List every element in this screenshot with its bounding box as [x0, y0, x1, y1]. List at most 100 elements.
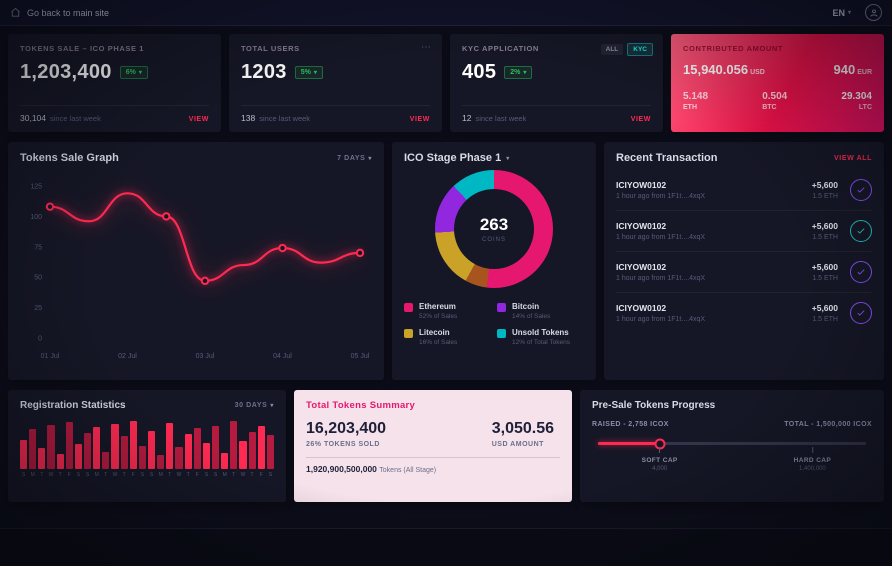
- trend-badge[interactable]: 5% ▾: [294, 66, 323, 79]
- check-icon[interactable]: [850, 220, 872, 242]
- day-label: F: [195, 472, 199, 478]
- raised-label: RAISED - 2,758 ICOX: [592, 421, 669, 428]
- view-link[interactable]: VIEW: [630, 116, 651, 123]
- transaction-meta: 1 hour ago from 1F1t....4xqX: [616, 193, 706, 200]
- tick-mark: [811, 447, 813, 453]
- ltc-amount: 29.304 LTC: [841, 91, 872, 111]
- check-icon[interactable]: [850, 261, 872, 283]
- stats-row: TOKENS SALE – ICO PHASE 1 1,203,400 6% ▾ …: [8, 34, 884, 132]
- registration-bar: [74, 444, 82, 469]
- day-label: M: [94, 472, 99, 478]
- day-label: M: [30, 472, 35, 478]
- trend-badge[interactable]: 6% ▾: [119, 66, 148, 79]
- language-selector[interactable]: EN ▾: [832, 8, 851, 18]
- card-title: TOTAL USERS: [241, 44, 300, 53]
- registration-bar: [193, 428, 201, 469]
- registration-bar: [230, 421, 238, 469]
- footer: [0, 528, 892, 566]
- stat-value: 405: [462, 61, 497, 83]
- total-tokens: 1,920,900,500,000 Tokens (All Stage): [306, 457, 560, 474]
- caret-down-icon: ▾: [506, 155, 510, 162]
- range-selector[interactable]: 7 DAYS ▾: [337, 154, 372, 162]
- day-label: T: [232, 472, 236, 478]
- trend-value: 6%: [125, 69, 136, 76]
- check-icon[interactable]: [850, 302, 872, 324]
- back-to-main-site-link[interactable]: Go back to main site: [10, 7, 109, 18]
- back-label: Go back to main site: [27, 7, 110, 18]
- panel-title: Registration Statistics: [20, 400, 126, 411]
- svg-text:25: 25: [34, 305, 42, 312]
- registration-bar: [147, 431, 156, 469]
- legend-item-unsold-tokens[interactable]: Unsold Tokens 12% of Total Tokens: [497, 328, 584, 346]
- transaction-eth: 1.5 ETH: [812, 234, 838, 241]
- day-label: S: [21, 472, 26, 478]
- trend-value: 5%: [300, 69, 311, 76]
- transaction-amount: +5,600: [811, 180, 838, 190]
- presale-progress-panel: Pre-Sale Tokens Progress RAISED - 2,758 …: [580, 390, 884, 502]
- sub-label: since last week: [50, 114, 101, 123]
- registration-bar: [175, 447, 183, 469]
- view-link[interactable]: VIEW: [409, 116, 430, 123]
- kyc-filters: ALL KYC: [600, 43, 653, 56]
- transaction-row: ICIYOW0102 1 hour ago from 1F1t....4xqX +…: [616, 252, 872, 293]
- sub-label: since last week: [259, 114, 311, 123]
- ico-stage-selector[interactable]: ICO Stage Phase 1 ▾: [404, 152, 510, 164]
- transaction-eth: 1.5 ETH: [812, 316, 838, 323]
- registration-bar: [83, 433, 92, 469]
- svg-text:03 Jul: 03 Jul: [196, 353, 215, 360]
- transaction-id: ICIYOW0102: [616, 180, 667, 190]
- day-label: T: [104, 472, 108, 478]
- transaction-eth: 1.5 ETH: [812, 193, 838, 200]
- total-label: TOTAL - 1,500,000 ICOX: [784, 421, 872, 428]
- registration-bar: [111, 424, 119, 469]
- card-title: CONTRIBUTED AMOUNT: [683, 44, 784, 53]
- usd-amount: 3,050.56 USD AMOUNT: [491, 420, 554, 448]
- view-link[interactable]: VIEW: [188, 116, 209, 123]
- card-title: Total Tokens Summary: [306, 400, 416, 411]
- transaction-eth: 1.5 ETH: [812, 275, 838, 282]
- registration-bar: [102, 451, 110, 469]
- transaction-amount: +5,600: [811, 303, 838, 313]
- dashboard-content: TOKENS SALE – ICO PHASE 1 1,203,400 6% ▾ …: [0, 26, 892, 510]
- legend-item-ethereum[interactable]: Ethereum 52% of Sales: [404, 302, 491, 320]
- svg-text:100: 100: [30, 214, 42, 221]
- filter-kyc-button[interactable]: KYC: [627, 43, 653, 56]
- card-menu-button[interactable]: ⋯: [421, 42, 432, 53]
- user-avatar[interactable]: [865, 4, 882, 21]
- registration-bar: [47, 425, 55, 469]
- view-all-link[interactable]: VIEW ALL: [834, 154, 872, 162]
- day-label: T: [122, 472, 126, 478]
- registration-bar: [266, 435, 274, 469]
- transaction-row: ICIYOW0102 1 hour ago from 1F1t....4xqX +…: [616, 211, 872, 252]
- tokens-sale-line-chart: 0 25 50 75 100 125 01 Jul 02 Jul 03 Jul 04 Jul 05 …: [30, 184, 369, 361]
- legend-swatch: [404, 303, 413, 312]
- transaction-row: ICIYOW0102 1 hour ago from 1F1t....4xqX +…: [616, 293, 872, 333]
- tokens-sold: 16,203,400 26% TOKENS SOLD: [306, 420, 387, 448]
- day-label: S: [204, 472, 209, 478]
- registration-bar: [93, 426, 101, 469]
- sub-label: since last week: [475, 114, 527, 123]
- registration-bar: [257, 426, 265, 469]
- registration-bar: [211, 425, 220, 469]
- day-label: W: [48, 472, 54, 478]
- sub-value: 138: [241, 113, 256, 123]
- range-selector[interactable]: 30 DAYS ▾: [234, 402, 274, 409]
- registration-bar: [20, 440, 28, 469]
- legend-item-bitcoin[interactable]: Bitcoin 14% of Sales: [497, 302, 584, 320]
- filter-all-button[interactable]: ALL: [600, 44, 624, 55]
- check-icon[interactable]: [850, 179, 872, 201]
- usd-amount: 15,940.056 USD: [683, 62, 765, 77]
- chevron-down-icon: ▾: [847, 10, 851, 16]
- trend-badge[interactable]: 2% ▾: [504, 66, 533, 79]
- transaction-id: ICIYOW0102: [616, 262, 667, 272]
- legend-item-litecoin[interactable]: Litecoin 16% of Sales: [404, 328, 491, 346]
- caret-down-icon: ▾: [138, 70, 142, 76]
- svg-text:02 Jul: 02 Jul: [118, 353, 137, 360]
- day-label: S: [268, 472, 273, 478]
- eth-amount: 5.148 ETH: [683, 91, 709, 111]
- donut-center: 263 COINS: [454, 189, 534, 269]
- registration-bar: [221, 452, 229, 469]
- recent-transaction-panel: Recent Transaction VIEW ALL ICIYOW0102 1 …: [604, 142, 884, 380]
- day-label: W: [176, 472, 182, 478]
